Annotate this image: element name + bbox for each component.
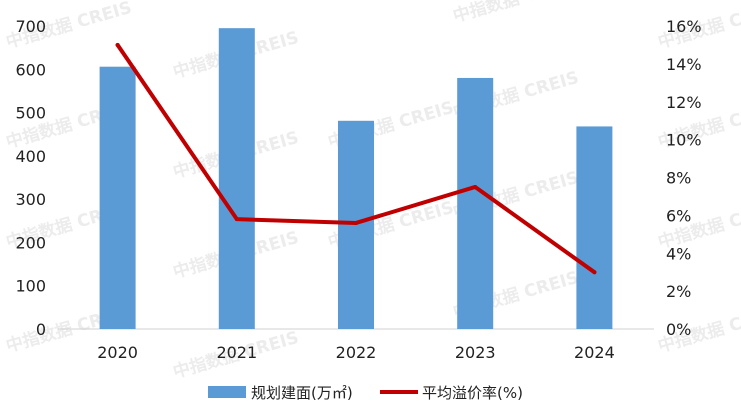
x-axis: 2020 2021 2022 2023 2024	[97, 343, 615, 362]
left-tick-label: 700	[15, 17, 46, 36]
legend: 规划建面(万㎡) 平均溢价率(%)	[208, 384, 523, 402]
legend-bar-swatch	[208, 386, 246, 398]
right-tick-label: 0%	[666, 320, 691, 339]
left-tick-label: 300	[15, 190, 46, 209]
x-tick-label: 2021	[216, 343, 257, 362]
line-point	[234, 217, 239, 222]
right-tick-label: 2%	[666, 282, 691, 301]
line-series	[115, 42, 597, 275]
watermark: 中指数据 CREIS	[451, 0, 581, 27]
left-tick-label: 500	[15, 104, 46, 123]
right-tick-label: 12%	[666, 93, 702, 112]
line-point	[354, 220, 358, 225]
x-tick-label: 2024	[574, 343, 615, 362]
line-point	[115, 42, 120, 47]
right-tick-label: 16%	[666, 17, 702, 36]
right-tick-label: 6%	[666, 206, 691, 225]
bar-series	[99, 28, 613, 330]
line-point	[473, 184, 478, 189]
right-tick-label: 14%	[666, 55, 702, 74]
left-tick-label: 600	[15, 60, 46, 79]
x-tick-label: 2022	[336, 343, 377, 362]
legend-line-label: 平均溢价率(%)	[422, 384, 523, 402]
right-axis: 0% 2% 4% 6% 8% 10% 12% 14% 16%	[666, 17, 702, 339]
left-tick-label: 0	[36, 320, 46, 339]
bar	[99, 66, 136, 329]
bar	[576, 126, 613, 330]
line-point	[592, 270, 597, 275]
right-tick-label: 8%	[666, 169, 691, 188]
left-axis: 0 100 200 300 400 500 600 700	[15, 17, 46, 339]
bar	[457, 77, 494, 329]
left-tick-label: 400	[15, 147, 46, 166]
bar	[218, 28, 255, 330]
left-tick-label: 100	[15, 277, 46, 296]
left-tick-label: 200	[15, 233, 46, 252]
right-tick-label: 4%	[666, 244, 691, 263]
x-tick-label: 2023	[455, 343, 496, 362]
legend-bar-label: 规划建面(万㎡)	[251, 384, 353, 402]
right-tick-label: 10%	[666, 131, 702, 150]
x-tick-label: 2020	[97, 343, 138, 362]
